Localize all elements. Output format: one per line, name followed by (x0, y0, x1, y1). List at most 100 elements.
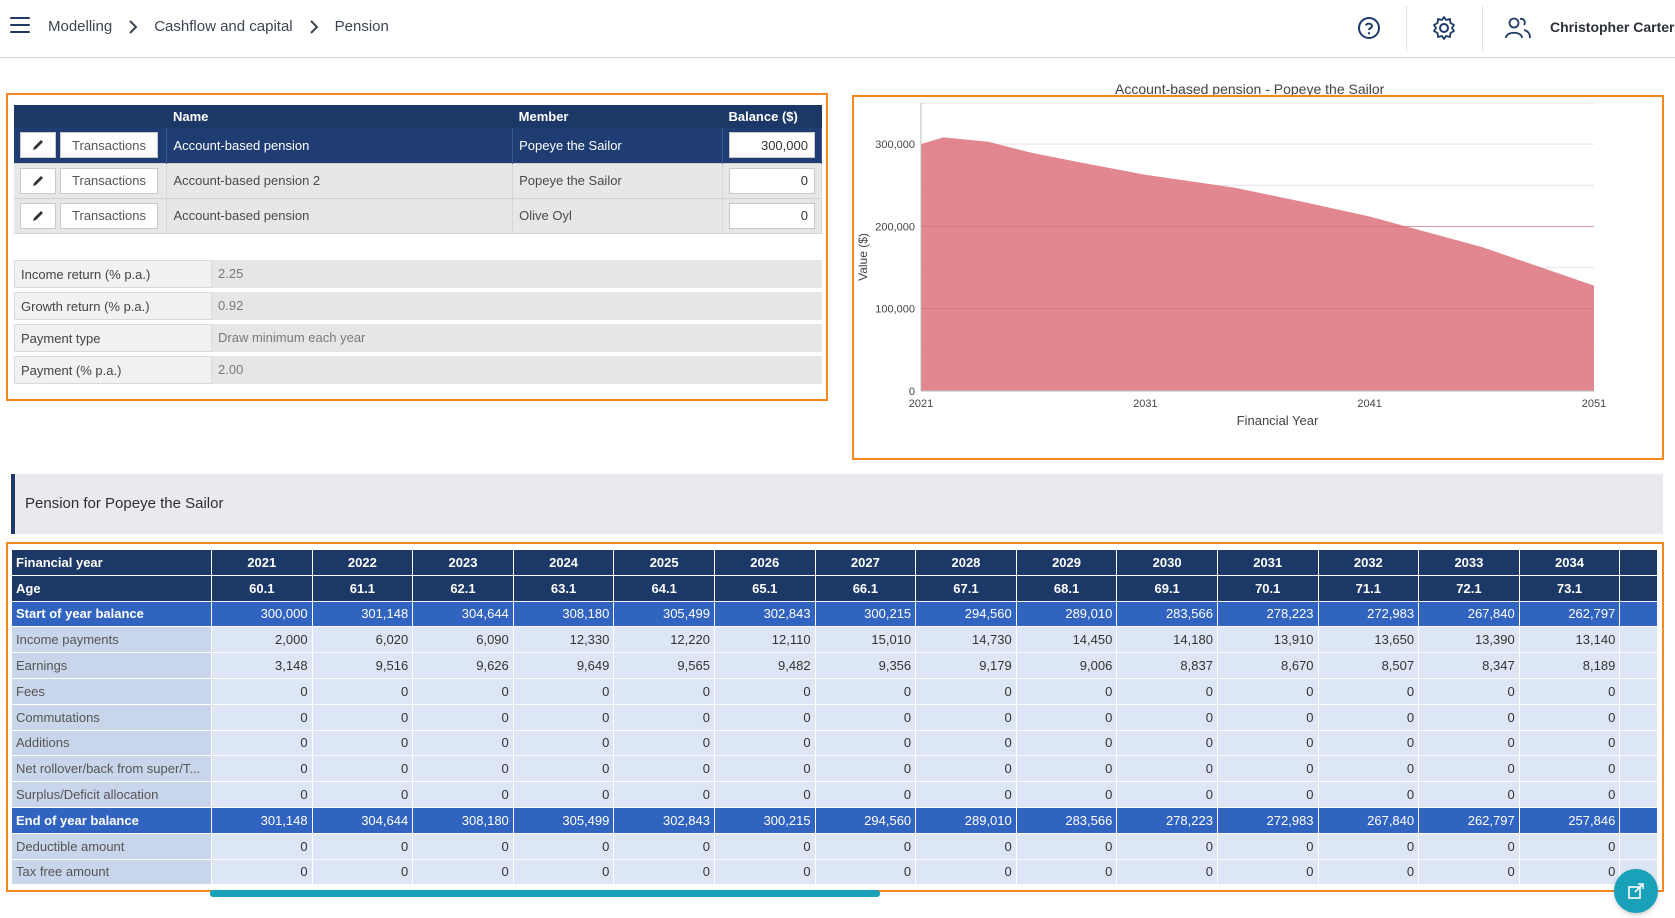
table-cell: 0 (915, 677, 1017, 705)
table-cell-empty (1619, 574, 1659, 602)
table-cell: 0 (814, 677, 917, 705)
accounts-panel: Name Member Balance ($) Transactions Acc… (6, 93, 828, 401)
table-cell: 0 (412, 677, 514, 705)
account-name: Account-based pension (166, 198, 514, 233)
table-cell: 63.1 (512, 574, 615, 602)
table-cell: 262,797 (1518, 600, 1621, 628)
table-cell: 13,390 (1418, 626, 1520, 654)
table-cell: 0 (1116, 703, 1218, 731)
table-cell: 0 (512, 858, 615, 886)
export-icon[interactable] (1614, 869, 1658, 913)
account-member: Olive Oyl (512, 198, 723, 233)
table-cell: 0 (412, 781, 514, 808)
table-cell: 272,983 (1317, 600, 1420, 628)
table-cell: 278,223 (1116, 806, 1218, 834)
x-tick-label: 2021 (909, 398, 933, 410)
account-name: Account-based pension (166, 128, 514, 163)
table-cell: 0 (211, 703, 313, 731)
table-cell: 0 (1015, 781, 1118, 808)
table-cell: 0 (713, 755, 816, 783)
table-cell: 0 (1216, 832, 1319, 860)
table-row: Commutations 0 0 0 0 0 0 0 0 0 0 0 0 0 0 (11, 703, 1659, 731)
row-label: Commutations (11, 703, 212, 731)
table-cell: 0 (1418, 781, 1520, 808)
table-cell: 0 (613, 755, 715, 783)
table-cell: 0 (1015, 858, 1118, 886)
transactions-button[interactable]: Transactions (60, 202, 158, 229)
balance-header: Balance ($) (722, 105, 822, 128)
table-cell: 0 (211, 858, 313, 886)
table-cell: 9,482 (713, 652, 816, 679)
table-cell: 0 (1418, 677, 1520, 705)
breadcrumb-cashflow[interactable]: Cashflow and capital (154, 18, 293, 35)
balance-input[interactable] (728, 167, 815, 194)
table-cell: 289,010 (1015, 600, 1118, 628)
edit-pencil-icon[interactable] (20, 202, 56, 229)
table-cell: 305,499 (613, 600, 715, 628)
table-cell: 67.1 (915, 574, 1017, 602)
table-cell-empty (1619, 806, 1659, 834)
table-row: Income payments 2,000 6,020 6,090 12,330 12,2… (11, 626, 1659, 654)
table-cell: 0 (713, 677, 816, 705)
table-row: Net rollover/back from super/T... 0 0 0 0 0 0 0… (11, 755, 1659, 783)
table-row: Start of year balance 300,000 301,148 304,6… (11, 600, 1659, 628)
param-payment: Payment (% p.a.) 2.00 (14, 356, 822, 384)
account-row[interactable]: Transactions Account-based pension 2 Pop… (14, 163, 823, 198)
table-cell: 0 (613, 781, 715, 808)
account-row[interactable]: Transactions Account-based pension Olive… (14, 198, 823, 233)
table-cell: 13,910 (1216, 626, 1319, 654)
table-cell: 300,000 (211, 600, 313, 628)
menu-icon[interactable] (10, 17, 30, 33)
table-cell: 304,644 (311, 806, 414, 834)
table-cell: 2021 (211, 549, 313, 576)
table-cell: 0 (915, 729, 1017, 757)
table-row: Surplus/Deficit allocation 0 0 0 0 0 0 0 0 0 0 0 0 0 0 (11, 781, 1659, 808)
account-row[interactable]: Transactions Account-based pension Popey… (14, 128, 823, 163)
accounts-table: Name Member Balance ($) Transactions Acc… (14, 105, 823, 234)
balance-input[interactable] (728, 202, 815, 229)
table-cell: 62.1 (412, 574, 514, 602)
table-cell: 70.1 (1216, 574, 1319, 602)
edit-pencil-icon[interactable] (20, 167, 56, 194)
table-cell: 0 (1116, 729, 1218, 757)
table-cell-empty (1619, 703, 1659, 731)
table-cell: 302,843 (613, 806, 715, 834)
table-cell-empty (1619, 832, 1659, 860)
section-title: Pension for Popeye the Sailor (25, 495, 224, 512)
transactions-button[interactable]: Transactions (60, 167, 158, 194)
table-cell: 61.1 (311, 574, 414, 602)
actions-header (14, 105, 167, 128)
settings-icon[interactable] (1429, 13, 1459, 43)
table-cell: 9,626 (412, 652, 514, 679)
balance-input[interactable] (728, 132, 815, 159)
user-name[interactable]: Christopher Carter (1550, 19, 1675, 35)
table-cell: 0 (1418, 703, 1520, 731)
table-cell-empty (1619, 652, 1659, 679)
table-row: Age 60.1 61.1 62.1 63.1 64.1 65.1 66.1 67.1 68.1 6… (11, 574, 1659, 602)
users-icon[interactable] (1503, 13, 1533, 43)
table-cell: 0 (1015, 677, 1118, 705)
table-cell: 0 (1518, 729, 1621, 757)
table-cell: 71.1 (1317, 574, 1420, 602)
table-cell: 0 (512, 677, 615, 705)
transactions-button[interactable]: Transactions (60, 132, 158, 159)
table-cell: 0 (915, 858, 1017, 886)
table-cell: 0 (915, 781, 1017, 808)
help-icon[interactable] (1354, 13, 1384, 43)
table-cell: 0 (512, 781, 615, 808)
account-member: Popeye the Sailor (512, 163, 723, 198)
table-cell: 0 (412, 832, 514, 860)
breadcrumb-modelling[interactable]: Modelling (48, 18, 113, 35)
table-cell: 0 (814, 781, 917, 808)
table-cell: 0 (814, 858, 917, 886)
chevron-right-icon (128, 19, 138, 34)
table-cell: 0 (713, 781, 816, 808)
edit-pencil-icon[interactable] (20, 132, 56, 159)
y-tick-label: 300,000 (875, 139, 915, 151)
horizontal-scrollbar[interactable] (210, 890, 880, 897)
table-cell: 9,516 (311, 652, 414, 679)
table-cell: 0 (1418, 858, 1520, 886)
table-cell: 0 (512, 703, 615, 731)
table-cell: 0 (1317, 832, 1420, 860)
table-cell: 2028 (915, 549, 1017, 576)
